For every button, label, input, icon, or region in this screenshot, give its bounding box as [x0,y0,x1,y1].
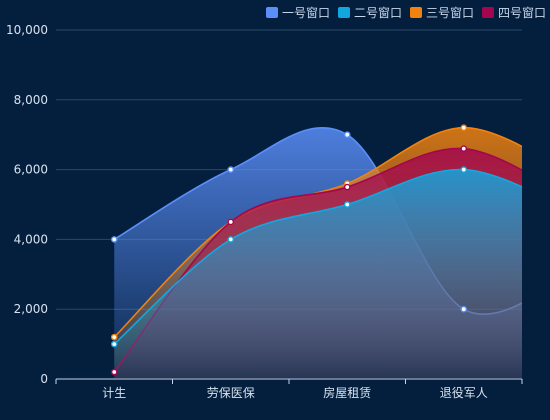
data-point-series-3 [110,333,118,341]
data-point-series-4 [343,183,351,191]
x-tick-label: 劳保医保 [207,386,255,400]
y-tick-label: 8,000 [14,93,48,107]
legend-label-2: 二号窗口 [353,6,402,20]
x-tick-label: 退役军人 [440,385,488,400]
legend-label-3: 三号窗口 [425,6,474,20]
data-point-series-4 [460,145,468,152]
data-point-series-2 [343,201,351,208]
data-point-series-2 [110,340,118,348]
data-point-series-1 [110,236,118,243]
y-tick-label: 4,000 [14,232,48,246]
data-point-series-3 [460,124,468,132]
x-tick-label: 计生 [102,386,126,400]
series-area-2 [114,169,522,379]
legend-swatch-2 [337,7,350,18]
data-point-series-4 [110,368,118,376]
legend-label-4: 四号窗口 [497,6,546,20]
y-tick-label: 0 [40,372,48,386]
y-tick-label: 6,000 [14,163,48,177]
legend-swatch-4 [481,7,494,18]
data-point-series-2 [227,236,235,243]
legend-item-series-4[interactable]: 四号窗口 [481,4,546,21]
series-group [113,126,522,379]
data-point-series-1 [227,166,235,173]
legend-item-series-1[interactable]: 一号窗口 [265,4,330,21]
legend-swatch-3 [409,7,422,18]
data-point-series-4 [227,218,235,226]
legend-item-series-3[interactable]: 三号窗口 [409,4,474,21]
data-point-series-1 [460,305,468,313]
y-tick-label: 2,000 [14,302,48,316]
legend: 一号窗口 二号窗口 三号窗口 四号窗口 [265,4,546,21]
legend-label-1: 一号窗口 [281,6,330,20]
legend-item-series-2[interactable]: 二号窗口 [337,4,402,21]
legend-swatch-1 [265,7,278,18]
y-tick-label: 10,000 [6,23,48,37]
data-point-series-2 [460,166,468,173]
data-point-series-1 [343,131,351,138]
x-tick-label: 房屋租赁 [323,385,371,400]
